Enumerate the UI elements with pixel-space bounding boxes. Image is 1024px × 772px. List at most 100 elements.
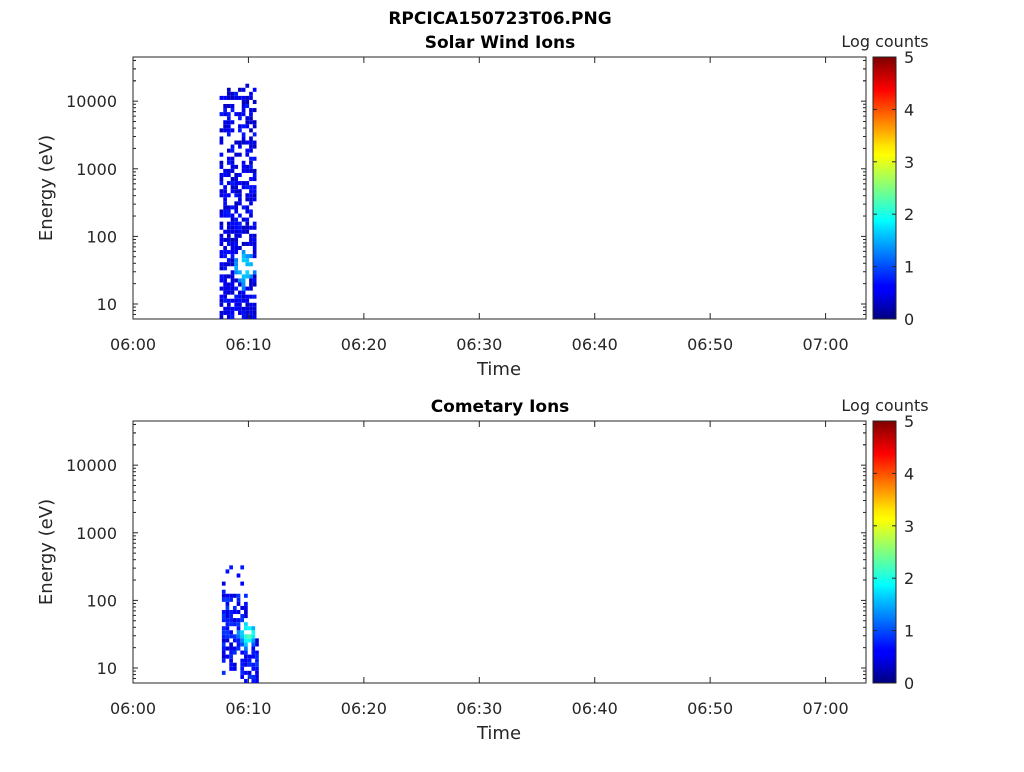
heatmap-cell xyxy=(234,225,239,230)
heatmap-cell xyxy=(245,140,250,145)
x-tick-label: 06:00 xyxy=(110,335,156,354)
heatmap-cell xyxy=(245,310,250,315)
x-tick-label: 06:40 xyxy=(572,335,618,354)
heatmap-cell xyxy=(241,160,246,165)
heatmap-cell xyxy=(245,262,250,267)
heatmap-cell xyxy=(234,229,239,234)
heatmap-cell xyxy=(230,278,235,283)
x-tick-label: 07:00 xyxy=(803,699,849,718)
heatmap-cell xyxy=(241,136,246,141)
heatmap-cell xyxy=(232,638,237,643)
heatmap-cell xyxy=(221,650,226,655)
heatmap-cell xyxy=(247,674,252,679)
heatmap-cell xyxy=(234,306,239,311)
y-axis-label: Energy (eV) xyxy=(36,135,57,241)
heatmap-cell xyxy=(255,638,259,643)
heatmap-cell xyxy=(245,298,250,303)
heatmap-cell xyxy=(226,241,231,246)
x-axis-ticks: 06:00 06:10 06:20 06:30 06:40 06:50 07:00 xyxy=(110,421,849,718)
heatmap-cell xyxy=(240,662,245,667)
heatmap-cell xyxy=(226,306,231,311)
heatmap-cell xyxy=(221,597,226,602)
heatmap-cell xyxy=(244,662,248,667)
panel-title: Solar Wind Ions xyxy=(425,33,576,53)
heatmap-cell xyxy=(241,132,246,137)
heatmap-cell xyxy=(232,646,237,651)
heatmap-cell xyxy=(241,310,246,315)
heatmap-cell xyxy=(252,282,257,287)
heatmap-cell xyxy=(238,201,242,206)
heatmap-cell xyxy=(240,650,245,655)
heatmap-cell xyxy=(255,650,259,655)
heatmap-cell xyxy=(226,87,231,92)
heatmap-cell xyxy=(221,634,226,639)
heatmap-cell xyxy=(244,678,248,683)
heatmap-cell xyxy=(245,221,250,226)
heatmap-cell xyxy=(245,205,250,210)
heatmap-cell xyxy=(238,294,242,299)
heatmap-cell xyxy=(238,213,242,218)
heatmap-cell xyxy=(251,654,256,659)
heatmap-cell xyxy=(241,254,246,259)
heatmap-cell xyxy=(255,678,259,683)
heatmap-cell xyxy=(236,642,241,647)
heatmap-cell xyxy=(249,140,253,145)
heatmap-cell xyxy=(251,678,256,683)
heatmap-cell xyxy=(241,99,246,104)
heatmap-cell xyxy=(219,233,224,238)
heatmap-cell xyxy=(223,286,227,291)
heatmap-cell xyxy=(230,274,235,279)
heatmap-cell xyxy=(251,642,256,647)
colorbar-ticks: 0 1 2 3 4 5 xyxy=(873,48,914,329)
heatmap-cell xyxy=(234,140,239,145)
colorbar xyxy=(872,56,897,320)
heatmap-cell xyxy=(219,193,224,198)
heatmap-cell xyxy=(245,99,250,104)
heatmap-cell xyxy=(236,630,241,635)
heatmap-cell xyxy=(238,302,242,307)
heatmap-cell xyxy=(238,298,242,303)
heatmap-cell xyxy=(245,164,250,169)
heatmap-cell xyxy=(221,626,226,631)
heatmap-cell xyxy=(241,95,246,100)
heatmap-cell xyxy=(219,221,224,226)
heatmap-cell xyxy=(241,168,246,173)
heatmap-cell xyxy=(219,189,224,194)
heatmap-cell xyxy=(226,209,231,214)
heatmap-cell xyxy=(229,630,233,635)
heatmap-cell xyxy=(230,310,235,315)
heatmap-cell xyxy=(245,103,250,109)
heatmap-cell xyxy=(252,278,257,283)
heatmap-cell xyxy=(230,282,235,287)
heatmap-cell xyxy=(229,593,233,598)
heatmap-cell xyxy=(249,302,253,307)
heatmap-cell xyxy=(219,152,224,157)
heatmap-cell xyxy=(226,229,231,234)
heatmap-cell xyxy=(240,618,245,623)
heatmap-cell xyxy=(249,116,253,121)
heatmap-cell xyxy=(249,95,253,100)
heatmap-cell xyxy=(226,213,231,218)
heatmap-cell xyxy=(249,237,253,242)
heatmap-cell xyxy=(236,573,241,578)
heatmap-cell xyxy=(249,168,253,173)
heatmap-cell xyxy=(241,278,246,283)
heatmap-cell xyxy=(234,181,239,186)
heatmap-cell xyxy=(241,229,246,234)
heatmap-cell xyxy=(245,306,250,311)
heatmap-cell xyxy=(241,108,246,113)
heatmap-cell xyxy=(249,306,253,311)
heatmap-cell xyxy=(236,618,241,623)
heatmap-cell xyxy=(241,205,246,210)
heatmap-cell xyxy=(221,618,226,623)
heatmap-cell xyxy=(226,290,231,295)
heatmap-cell xyxy=(245,314,250,319)
heatmap-cell xyxy=(238,95,242,100)
heatmap-cell xyxy=(234,193,239,198)
heatmap-cell xyxy=(226,302,231,307)
heatmap-cell xyxy=(225,646,230,651)
heatmap-cell xyxy=(245,193,250,198)
x-tick-label: 06:10 xyxy=(225,699,271,718)
heatmap-cell xyxy=(221,638,226,643)
colorbar-tick-label: 3 xyxy=(904,153,914,172)
